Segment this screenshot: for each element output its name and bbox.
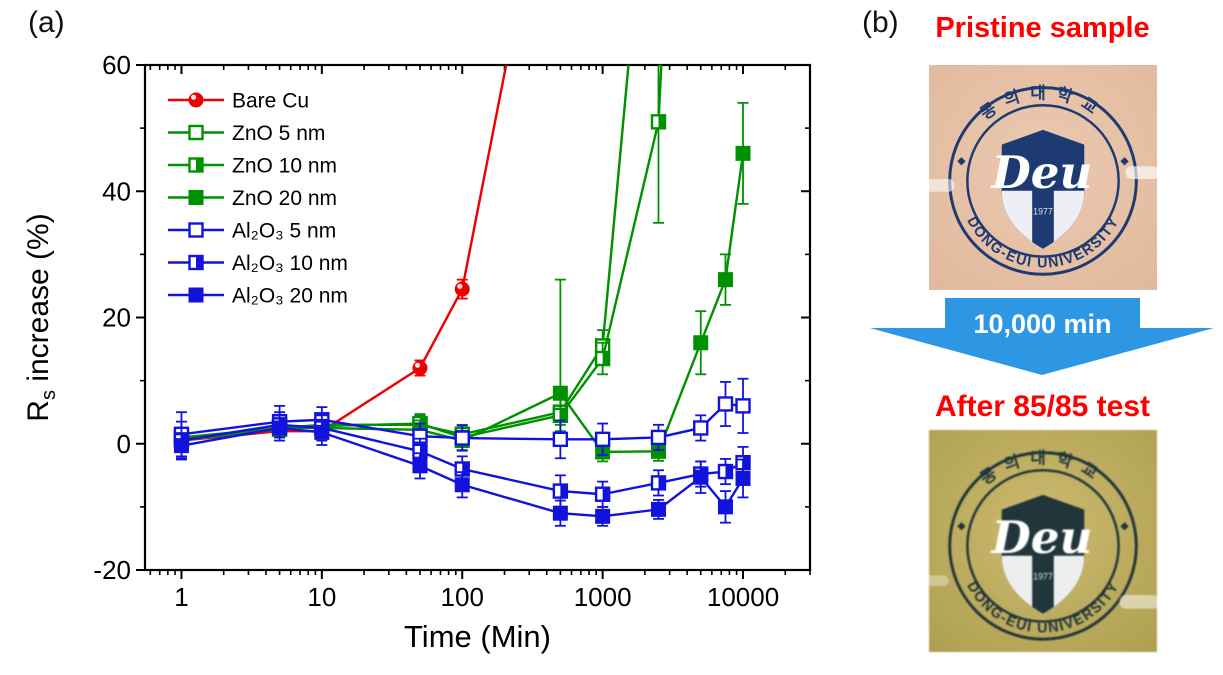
svg-text:ZnO 10 nm: ZnO 10 nm bbox=[232, 155, 337, 178]
y-axis-title: Rs increase (%) bbox=[22, 213, 60, 421]
svg-text:10: 10 bbox=[307, 582, 336, 612]
svg-text:60: 60 bbox=[102, 50, 131, 80]
svg-text:Deu: Deu bbox=[990, 146, 1093, 199]
svg-text:-20: -20 bbox=[93, 555, 131, 585]
svg-text:10000: 10000 bbox=[707, 582, 779, 612]
pristine-sample-photo: 동의대학교 DONG-EUI UNIVERSITY 1977 Deu bbox=[921, 65, 1159, 290]
series-al-o-20-nm bbox=[173, 414, 751, 527]
svg-text:0: 0 bbox=[117, 429, 131, 459]
svg-text:1: 1 bbox=[174, 582, 188, 612]
svg-text:1977: 1977 bbox=[1033, 206, 1053, 216]
time-arrow: 10,000 min bbox=[860, 295, 1223, 385]
series-al-o-10-nm bbox=[173, 411, 751, 508]
down-arrow-icon bbox=[870, 298, 1214, 375]
svg-text:Deu: Deu bbox=[990, 511, 1093, 564]
svg-text:1000: 1000 bbox=[574, 582, 632, 612]
svg-text:40: 40 bbox=[102, 176, 131, 206]
pristine-sample-title: Pristine sample bbox=[935, 12, 1150, 44]
svg-text:Al₂O₃ 10 nm: Al₂O₃ 10 nm bbox=[232, 252, 348, 275]
panel-a-label: (a) bbox=[28, 6, 65, 39]
svg-text:ZnO 20 nm: ZnO 20 nm bbox=[232, 187, 337, 210]
after-test-title: After 85/85 test bbox=[934, 390, 1151, 423]
rs-increase-vs-time-chart: 1 10 100 1000 10000 Time (Min) -20 0 20 40 60 Rs in… bbox=[22, 50, 812, 654]
svg-text:Al₂O₃ 5 nm: Al₂O₃ 5 nm bbox=[232, 220, 336, 243]
legend: Bare Cu ZnO 5 nm ZnO 10 nm ZnO 20 nm Al₂O₃ 5… bbox=[168, 90, 348, 308]
panel-b-label: (b) bbox=[862, 6, 899, 39]
y-axis: -20 0 20 40 60 Rs increase (%) bbox=[22, 50, 810, 585]
svg-text:20: 20 bbox=[102, 303, 131, 333]
svg-text:Bare Cu: Bare Cu bbox=[232, 90, 309, 113]
aged-sample-photo: 동의대학교 DONG-EUI UNIVERSITY 1977 Deu bbox=[921, 430, 1159, 652]
x-axis-title: Time (Min) bbox=[404, 619, 551, 654]
series-area bbox=[173, 65, 751, 527]
svg-text:1977: 1977 bbox=[1033, 571, 1053, 581]
svg-text:ZnO 5 nm: ZnO 5 nm bbox=[232, 122, 325, 145]
x-axis: 1 10 100 1000 10000 Time (Min) bbox=[149, 65, 811, 654]
svg-text:100: 100 bbox=[441, 582, 484, 612]
arrow-duration-label: 10,000 min bbox=[973, 309, 1112, 339]
svg-text:Al₂O₃ 20 nm: Al₂O₃ 20 nm bbox=[232, 285, 348, 308]
